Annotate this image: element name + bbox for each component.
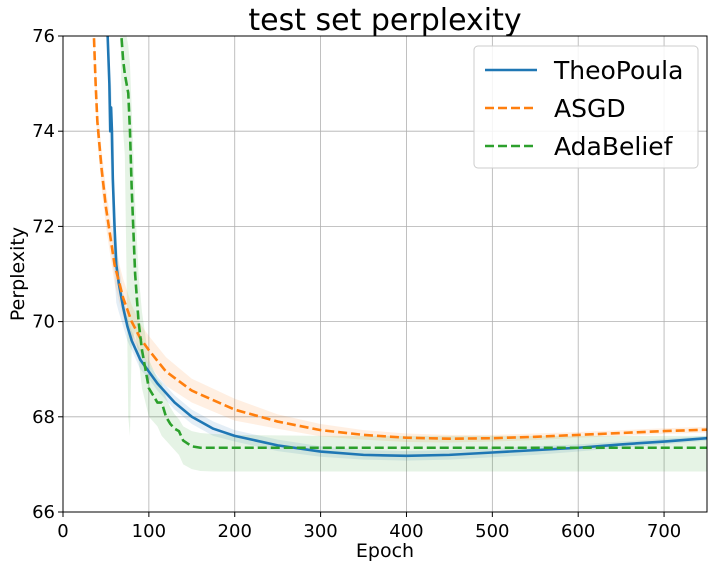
- x-axis-ticks: 0 100 200 300 400 500 600 700: [57, 512, 681, 542]
- y-tick-label: 76: [32, 26, 55, 47]
- x-tick-label: 0: [57, 521, 68, 542]
- x-tick-label: 400: [389, 521, 423, 542]
- legend-label-asgd: ASGD: [554, 94, 626, 123]
- chart-title: test set perplexity: [248, 3, 521, 38]
- y-tick-label: 72: [32, 216, 55, 237]
- x-tick-label: 600: [561, 521, 595, 542]
- x-tick-label: 100: [132, 521, 166, 542]
- x-tick-label: 500: [475, 521, 509, 542]
- legend: TheoPoula ASGD AdaBelief: [473, 45, 699, 169]
- x-tick-label: 200: [218, 521, 252, 542]
- x-tick-label: 300: [303, 521, 337, 542]
- y-tick-label: 68: [32, 407, 55, 428]
- series-line-asgd: [92, 36, 707, 440]
- series-line-adabelief: [120, 36, 707, 450]
- legend-label-theopoula: TheoPoula: [553, 56, 683, 85]
- legend-box: [473, 45, 699, 169]
- y-tick-label: 74: [32, 121, 55, 142]
- band-adabelief: [120, 36, 707, 472]
- y-axis-ticks: 66 68 70 72 74 76: [32, 26, 63, 523]
- y-axis-label: Perplexity: [7, 227, 29, 321]
- x-axis-label: Epoch: [356, 540, 414, 562]
- series-lines: [92, 36, 707, 458]
- series-line-theopoula: [106, 36, 707, 458]
- y-tick-label: 66: [32, 502, 55, 523]
- confidence-bands: [93, 36, 707, 472]
- plot-frame: [62, 35, 708, 513]
- x-tick-label: 700: [647, 521, 681, 542]
- y-tick-label: 70: [32, 312, 55, 333]
- legend-label-adabelief: AdaBelief: [554, 132, 674, 161]
